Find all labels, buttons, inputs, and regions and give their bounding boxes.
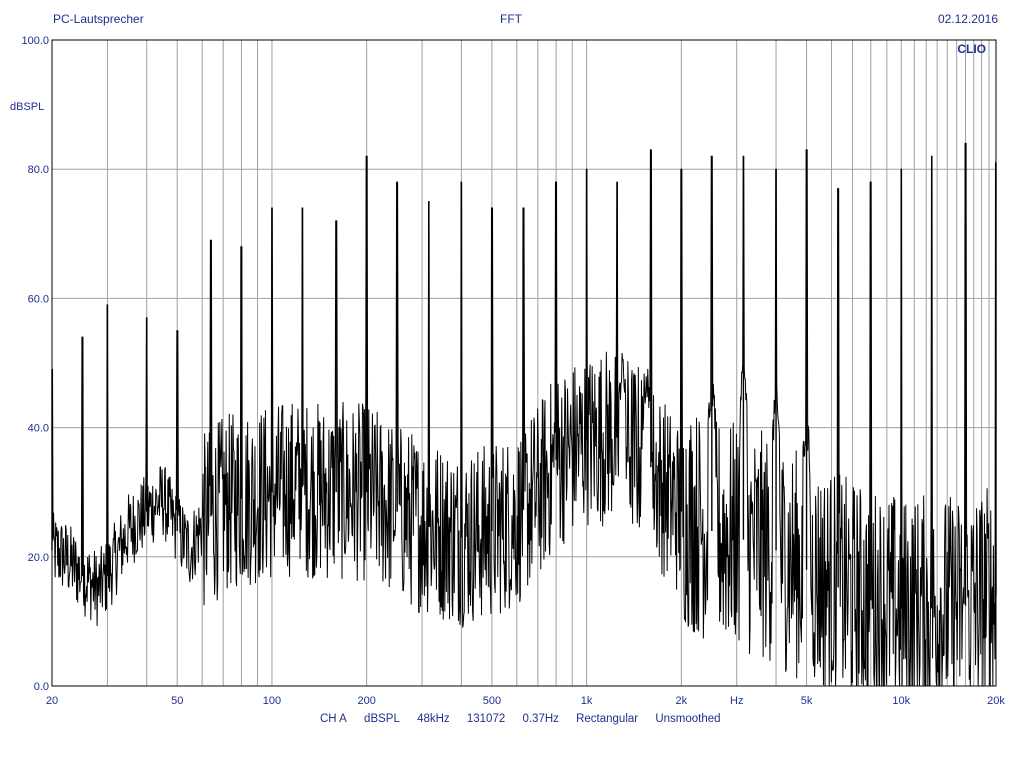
footer-resolution: 0.37Hz — [522, 713, 559, 725]
x-tick-label: 1k — [581, 695, 593, 707]
header-date: 02.12.2016 — [937, 12, 998, 26]
x-tick-label: 2k — [676, 695, 688, 707]
footer-smoothing: Unsmoothed — [655, 713, 721, 725]
y-tick-label: 60.0 — [28, 293, 49, 305]
x-tick-label: 500 — [483, 695, 501, 707]
y-tick-label: 100.0 — [21, 35, 49, 47]
x-tick-label: 20 — [46, 695, 58, 707]
tick-labels: 0.0 20.0 40.0 60.0 80.0 100.0 20 50 100 200 500 1k 2… — [21, 35, 1005, 707]
spectrum-trace — [51, 142, 997, 687]
x-tick-label: 200 — [357, 695, 375, 707]
x-tick-label: 100 — [263, 695, 281, 707]
footer-window: Rectangular — [576, 713, 639, 725]
brand-label: CLIO — [957, 42, 986, 56]
y-tick-label: 20.0 — [28, 552, 49, 564]
y-tick-label: 40.0 — [28, 423, 49, 435]
x-tick-label: Hz — [730, 695, 743, 707]
x-tick-label: 50 — [171, 695, 183, 707]
measurement-info: CH A dBSPL 48kHz 131072 0.37Hz Rectangul… — [320, 713, 735, 725]
x-tick-label: 20k — [987, 695, 1005, 707]
header-mode: FFT — [500, 12, 522, 26]
y-tick-label: 80.0 — [28, 164, 49, 176]
x-tick-label: 10k — [892, 695, 910, 707]
header-title: PC-Lautsprecher — [53, 12, 144, 26]
footer-fft-size: 131072 — [466, 713, 506, 725]
footer-samplerate: 48kHz — [417, 713, 450, 725]
y-axis-unit: dBSPL — [10, 101, 44, 113]
footer-unit: dBSPL — [364, 713, 400, 725]
footer-channel: CH A — [320, 713, 347, 725]
x-tick-label: 5k — [801, 695, 813, 707]
plot-frame — [51, 39, 997, 687]
y-tick-label: 0.0 — [34, 681, 49, 693]
